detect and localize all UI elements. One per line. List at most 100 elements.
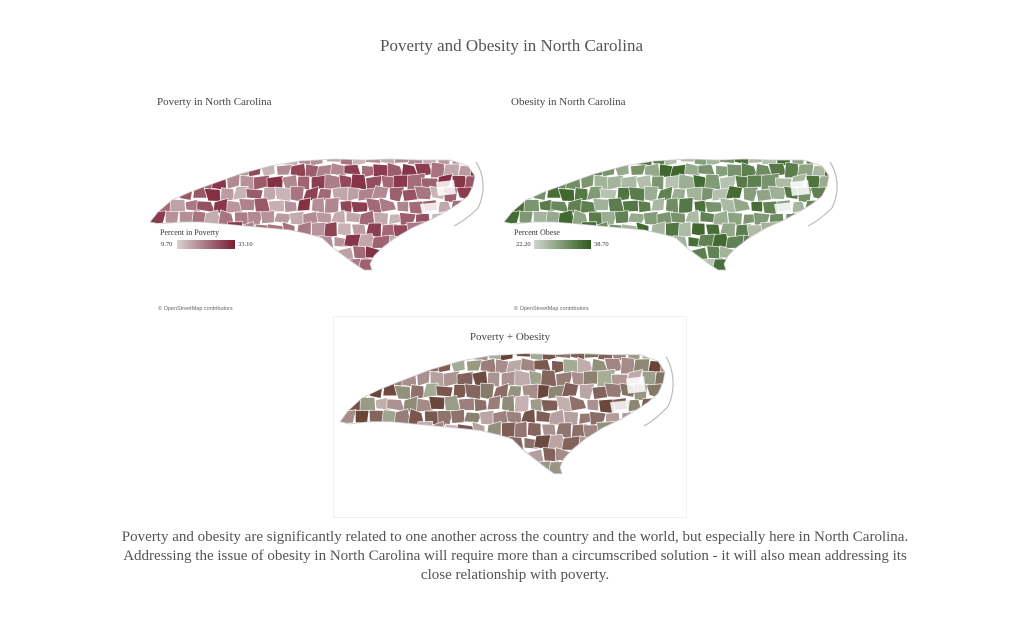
county-region[interactable] xyxy=(677,221,692,238)
county-region[interactable] xyxy=(755,188,772,202)
county-region[interactable] xyxy=(245,188,264,200)
county-region[interactable] xyxy=(175,185,194,201)
county-region[interactable] xyxy=(414,185,433,200)
county-region[interactable] xyxy=(259,163,276,177)
county-region[interactable] xyxy=(599,188,618,200)
county-region[interactable] xyxy=(614,210,629,224)
county-region[interactable] xyxy=(163,189,178,201)
county-region[interactable] xyxy=(663,150,678,167)
poverty-map-attribution[interactable]: © OpenStreetMap contributors xyxy=(158,306,233,312)
county-region[interactable] xyxy=(547,461,567,479)
county-region[interactable] xyxy=(260,210,275,224)
county-region[interactable] xyxy=(540,369,558,387)
county-region[interactable] xyxy=(463,175,480,191)
county-region[interactable] xyxy=(589,411,607,427)
county-region[interactable] xyxy=(613,163,630,177)
county-region[interactable] xyxy=(540,399,559,412)
county-region[interactable] xyxy=(371,185,389,200)
county-region[interactable] xyxy=(697,164,716,176)
obesity-map[interactable] xyxy=(503,150,844,274)
county-region[interactable] xyxy=(416,397,434,413)
county-region[interactable] xyxy=(430,212,446,227)
county-region[interactable] xyxy=(653,371,670,388)
county-region[interactable] xyxy=(365,150,381,164)
county-region[interactable] xyxy=(466,359,483,372)
county-region[interactable] xyxy=(226,199,244,214)
county-region[interactable] xyxy=(456,423,476,438)
county-region[interactable] xyxy=(604,382,623,398)
county-region[interactable] xyxy=(369,409,385,426)
county-region[interactable] xyxy=(486,395,502,411)
county-region[interactable] xyxy=(725,185,743,200)
county-region[interactable] xyxy=(620,411,636,427)
county-region[interactable] xyxy=(365,382,384,399)
county-region[interactable] xyxy=(353,386,368,398)
county-region[interactable] xyxy=(568,394,587,412)
county-region[interactable] xyxy=(620,223,640,237)
county-region[interactable] xyxy=(473,398,488,412)
county-region[interactable] xyxy=(561,435,581,451)
county-region[interactable] xyxy=(579,383,595,401)
county-region[interactable] xyxy=(678,197,694,214)
county-region[interactable] xyxy=(396,200,409,213)
county-region[interactable] xyxy=(486,346,503,361)
county-region[interactable] xyxy=(592,198,610,211)
county-region[interactable] xyxy=(650,197,666,212)
county-region[interactable] xyxy=(296,197,312,212)
county-region[interactable] xyxy=(514,394,530,413)
county-region[interactable] xyxy=(513,421,528,439)
county-region[interactable] xyxy=(179,210,195,226)
county-region[interactable] xyxy=(499,344,514,362)
county-region[interactable] xyxy=(517,189,532,201)
county-region[interactable] xyxy=(401,188,418,202)
county-region[interactable] xyxy=(165,211,180,224)
county-region[interactable] xyxy=(732,197,751,213)
county-region[interactable] xyxy=(784,212,800,227)
county-region[interactable] xyxy=(464,383,483,400)
county-region[interactable] xyxy=(557,188,575,202)
county-region[interactable] xyxy=(343,164,362,176)
county-region[interactable] xyxy=(704,201,723,213)
county-region[interactable] xyxy=(274,186,293,202)
county-region[interactable] xyxy=(393,385,411,400)
county-region[interactable] xyxy=(630,164,647,176)
county-region[interactable] xyxy=(323,221,338,238)
county-region[interactable] xyxy=(324,197,340,214)
county-region[interactable] xyxy=(296,152,313,166)
county-region[interactable] xyxy=(309,150,324,167)
county-region[interactable] xyxy=(350,201,369,213)
county-region[interactable] xyxy=(640,397,658,411)
county-region[interactable] xyxy=(449,358,466,373)
county-region[interactable] xyxy=(450,409,465,424)
county-region[interactable] xyxy=(817,175,834,191)
county-region[interactable] xyxy=(580,199,598,214)
county-region[interactable] xyxy=(680,150,696,163)
county-region[interactable] xyxy=(519,211,534,224)
county-region[interactable] xyxy=(399,212,417,227)
county-region[interactable] xyxy=(219,187,235,201)
county-region[interactable] xyxy=(711,258,731,274)
county-region[interactable] xyxy=(463,411,483,424)
county-region[interactable] xyxy=(725,234,745,249)
county-region[interactable] xyxy=(428,396,446,410)
county-region[interactable] xyxy=(267,199,285,213)
county-region[interactable] xyxy=(750,200,763,213)
county-region[interactable] xyxy=(555,344,571,359)
county-region[interactable] xyxy=(561,381,579,397)
county-region[interactable] xyxy=(621,199,639,213)
county-region[interactable] xyxy=(586,185,603,201)
county-region[interactable] xyxy=(350,173,368,190)
county-region[interactable] xyxy=(326,150,342,163)
county-region[interactable] xyxy=(273,212,293,224)
county-region[interactable] xyxy=(450,199,468,212)
combined-map[interactable] xyxy=(339,344,680,479)
county-region[interactable] xyxy=(573,187,589,201)
county-region[interactable] xyxy=(276,164,293,176)
county-region[interactable] xyxy=(266,223,286,237)
county-region[interactable] xyxy=(533,210,549,226)
county-region[interactable] xyxy=(371,234,391,249)
county-region[interactable] xyxy=(627,212,647,224)
county-region[interactable] xyxy=(753,212,771,227)
county-region[interactable] xyxy=(743,186,759,203)
county-region[interactable] xyxy=(704,173,722,190)
